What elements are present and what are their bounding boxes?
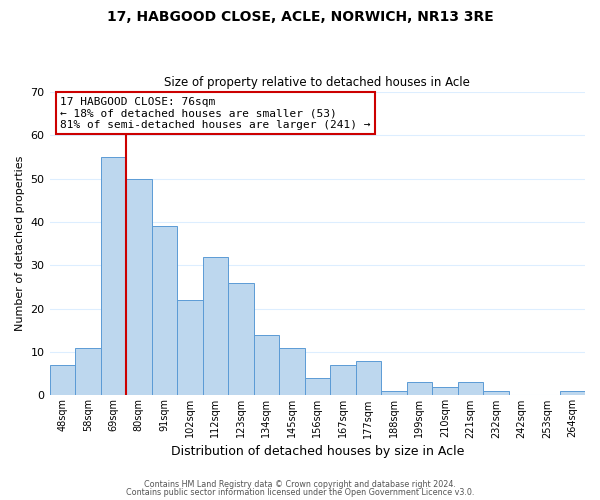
Bar xyxy=(560,391,585,396)
Bar xyxy=(126,178,152,396)
Bar xyxy=(75,348,101,396)
Y-axis label: Number of detached properties: Number of detached properties xyxy=(15,156,25,332)
Text: 17, HABGOOD CLOSE, ACLE, NORWICH, NR13 3RE: 17, HABGOOD CLOSE, ACLE, NORWICH, NR13 3… xyxy=(107,10,493,24)
Bar xyxy=(432,386,458,396)
Bar xyxy=(228,282,254,396)
Text: Contains public sector information licensed under the Open Government Licence v3: Contains public sector information licen… xyxy=(126,488,474,497)
Bar xyxy=(458,382,483,396)
Bar xyxy=(101,157,126,396)
Text: 17 HABGOOD CLOSE: 76sqm
← 18% of detached houses are smaller (53)
81% of semi-de: 17 HABGOOD CLOSE: 76sqm ← 18% of detache… xyxy=(60,96,371,130)
Bar xyxy=(483,391,509,396)
Bar xyxy=(356,360,381,396)
Bar xyxy=(50,365,75,396)
Bar xyxy=(254,334,279,396)
Bar xyxy=(203,256,228,396)
Bar xyxy=(330,365,356,396)
Bar xyxy=(177,300,203,396)
Bar xyxy=(305,378,330,396)
X-axis label: Distribution of detached houses by size in Acle: Distribution of detached houses by size … xyxy=(170,444,464,458)
Bar xyxy=(152,226,177,396)
Bar xyxy=(279,348,305,396)
Bar xyxy=(407,382,432,396)
Title: Size of property relative to detached houses in Acle: Size of property relative to detached ho… xyxy=(164,76,470,90)
Text: Contains HM Land Registry data © Crown copyright and database right 2024.: Contains HM Land Registry data © Crown c… xyxy=(144,480,456,489)
Bar xyxy=(381,391,407,396)
